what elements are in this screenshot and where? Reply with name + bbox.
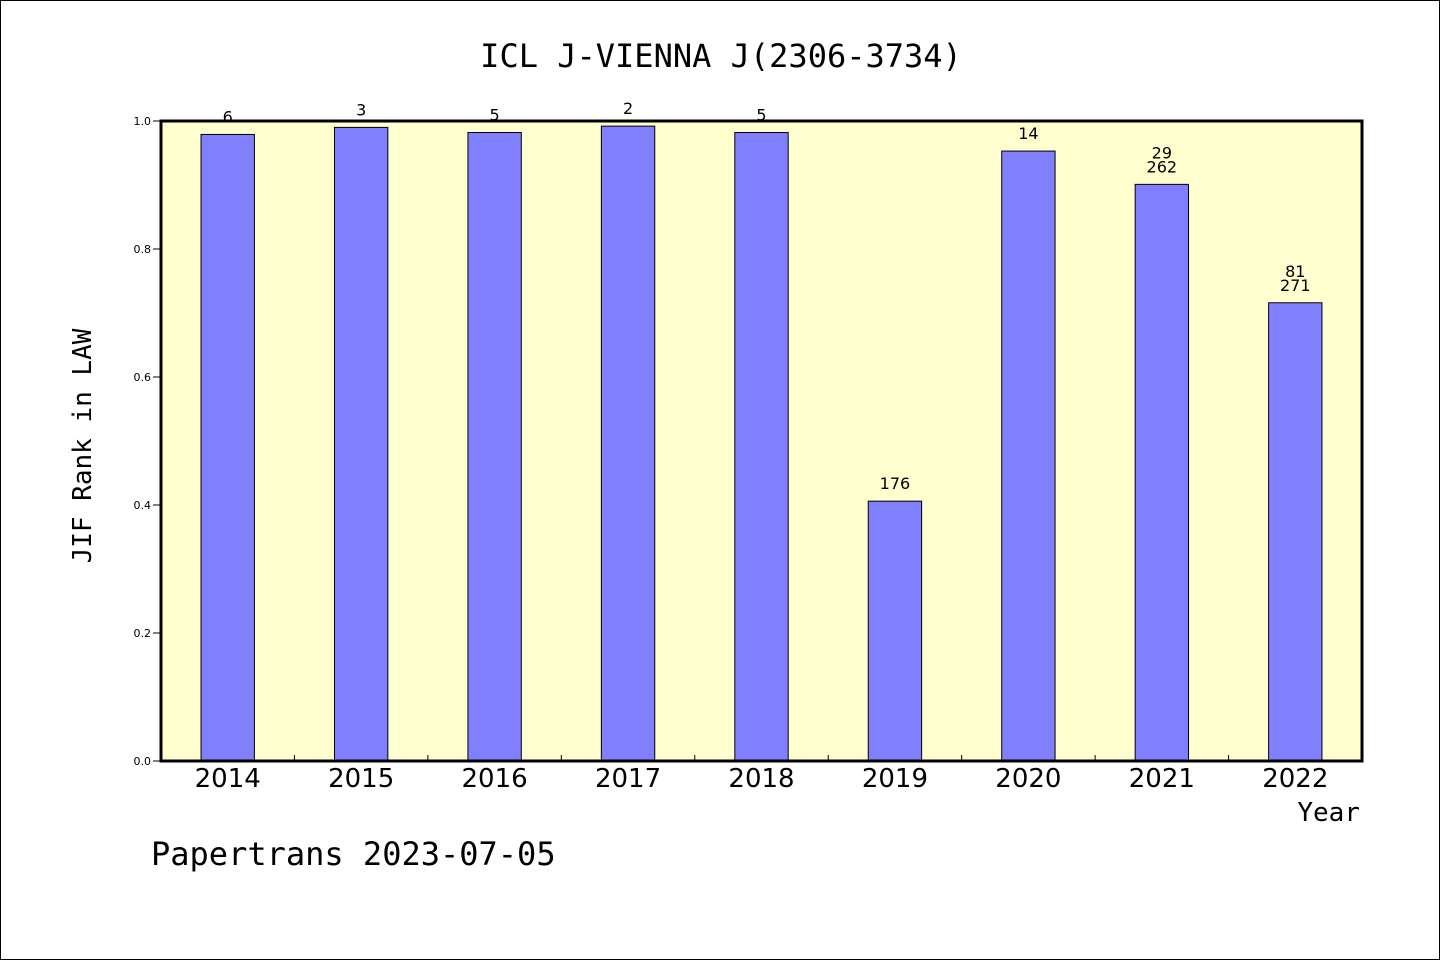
bar-data-label: 81 — [1285, 262, 1305, 281]
bar-data-label: 176 — [880, 474, 911, 493]
x-tick-label: 2017 — [595, 764, 661, 794]
bar-data-label: 14 — [1018, 124, 1038, 143]
y-tick-label: 0.8 — [134, 243, 152, 256]
y-tick-label: 0.6 — [134, 371, 152, 384]
x-axis-label: Year — [1297, 798, 1360, 828]
footer-credit: Papertrans 2023-07-05 — [151, 835, 556, 873]
x-tick-label: 2022 — [1262, 764, 1328, 794]
bar-data-label: 5 — [490, 106, 500, 125]
bar-data-label: 6 — [223, 107, 233, 126]
x-axis-ticks: 2014 2015 2016 2017 2018 2019 2020 2021 2022 — [195, 755, 1328, 794]
x-tick-label: 2019 — [862, 764, 928, 794]
x-tick-label: 2015 — [328, 764, 394, 794]
x-tick-label: 2014 — [195, 764, 261, 794]
bar-data-label: 2 — [623, 99, 633, 118]
bar-data-label: 271 — [1280, 276, 1311, 295]
y-tick-label: 0.0 — [134, 755, 152, 768]
y-axis-label: JIF Rank in LAW — [68, 328, 98, 563]
bar-data-label: 5 — [756, 106, 766, 125]
y-tick-label: 0.4 — [134, 499, 152, 512]
bar-2019 — [867, 500, 923, 762]
bar-data-label: 262 — [1147, 157, 1178, 176]
plot-border — [159, 119, 1364, 763]
bar-2022 — [1268, 302, 1323, 762]
bar-2021 — [1134, 183, 1190, 762]
bar-2016 — [467, 132, 522, 762]
y-tick-label: 1.0 — [134, 115, 152, 128]
x-tick-label: 2016 — [462, 764, 528, 794]
bar-data-label: 29 — [1152, 143, 1172, 162]
bar-2020 — [1001, 150, 1056, 762]
x-tick-label: 2020 — [995, 764, 1061, 794]
y-tick-label: 0.2 — [134, 627, 152, 640]
bar-2018 — [734, 132, 789, 762]
x-tick-label: 2021 — [1129, 764, 1195, 794]
y-axis-ticks: 0.0 0.2 0.4 0.6 0.8 1.0 — [134, 115, 161, 768]
bars-group — [200, 125, 1323, 762]
bar-2015 — [333, 126, 389, 762]
bar-2014 — [200, 133, 255, 762]
bar-2017 — [600, 125, 656, 762]
chart-title: ICL J-VIENNA J(2306-3734) — [480, 37, 962, 75]
bar-data-label: 3 — [356, 100, 366, 119]
x-tick-label: 2018 — [728, 764, 794, 794]
